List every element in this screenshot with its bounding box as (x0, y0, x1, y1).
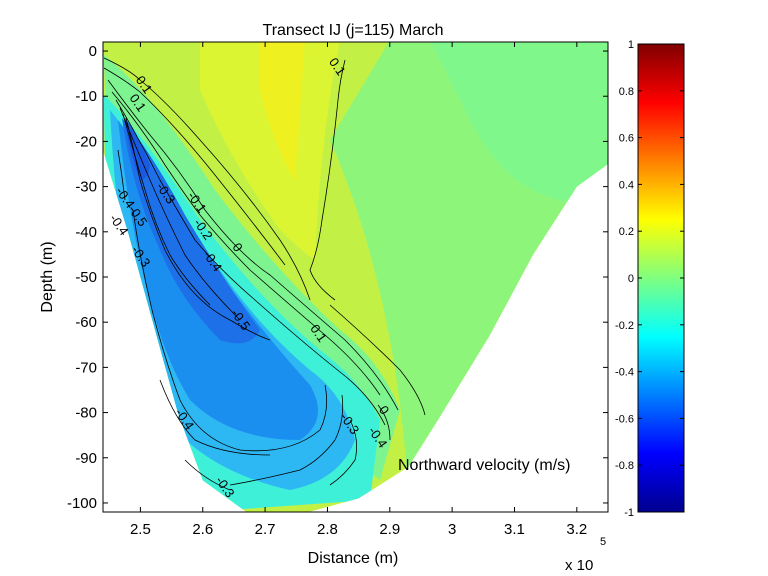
colorbar-tick-label: -0.4 (615, 367, 634, 379)
contour-line-neg-0.4-south (159, 379, 271, 456)
colorbar (637, 43, 685, 513)
chart-title: Transect IJ (j=115) March (263, 22, 444, 39)
contour-line-0.1-south (329, 304, 426, 416)
contour-line-neg-0.2-east (329, 419, 358, 486)
colorbar-ticks: 1 0.8 0.6 0.4 0.2 0 -0.2 -0.4 -0.6 -0.8 -1 (615, 39, 684, 519)
contour-line-neg-0.5 (125, 117, 271, 341)
field-yellow-core (200, 42, 340, 260)
y-axis-label: Depth (m) (39, 241, 56, 312)
contour-lines (103, 57, 426, 491)
y-tick-label: -70 (75, 359, 97, 376)
y-tick-label: -30 (75, 179, 97, 196)
y-tick-label: -10 (75, 88, 97, 105)
contour-line-neg-0.3-north (119, 107, 241, 321)
colorbar-tick-label: 0.2 (619, 226, 634, 238)
contour-line-neg-0.1 (111, 91, 381, 396)
contour-line-0.1-west (103, 57, 311, 301)
contour-line-neg-0.2 (115, 99, 386, 426)
field-core-blue (122, 118, 260, 344)
colorbar-tick-label: 0.6 (619, 133, 634, 145)
x-tick-label: 3.1 (504, 521, 525, 538)
x-tick-label: 3.2 (566, 521, 587, 538)
colorbar-tick-label: -0.6 (615, 413, 634, 425)
y-tick-label: -50 (75, 269, 97, 286)
x-exponent-label: x 10 (565, 557, 593, 574)
y-axis: 0 -10 -20 -30 -40 -50 -60 -70 -80 -90 -100 (67, 43, 608, 512)
field-yellow-peak (260, 42, 305, 180)
colorbar-tick-label: 1 (628, 39, 634, 51)
x-axis-label: Distance (m) (308, 550, 399, 567)
colorbar-tick-label: 0.8 (619, 86, 634, 98)
contour-line-0.1-central (309, 59, 346, 301)
y-tick-label: 0 (89, 43, 97, 60)
contour-line-0-east (377, 404, 391, 441)
y-tick-label: -60 (75, 314, 97, 331)
x-tick-label: 2.5 (130, 521, 151, 538)
colorbar-tick-label: -0.2 (615, 320, 634, 332)
velocity-field (103, 42, 608, 512)
contour-line-0.1-outer (103, 67, 286, 266)
colorbar-tick-label: 0 (628, 273, 634, 285)
x-axis: 2.5 2.6 2.7 2.8 2.9 3 3.1 3.2 (130, 42, 587, 538)
x-tick-label: 2.9 (379, 521, 400, 538)
y-tick-label: -80 (75, 405, 97, 422)
x-tick-label: 2.8 (317, 521, 338, 538)
field-east-edge (430, 42, 608, 204)
contour-line-neg-0.4-north (117, 149, 126, 201)
x-tick-label: 2.7 (255, 521, 276, 538)
contour-line-neg-0.3-southwest (184, 459, 231, 491)
y-tick-label: -90 (75, 450, 97, 467)
contour-line-neg-0.3-west (132, 209, 328, 452)
colorbar-tick-label: -1 (624, 507, 634, 519)
colorbar-tick-label: 0.4 (619, 179, 634, 191)
colorbar-tick-label: -0.8 (615, 460, 634, 472)
x-tick-label: 2.6 (192, 521, 213, 538)
y-tick-label: -20 (75, 133, 97, 150)
x-exponent-power: 5 (600, 536, 606, 548)
y-tick-label: -100 (67, 495, 97, 512)
chart-annotation: Northward velocity (m/s) (398, 457, 570, 474)
contour-line-neg-0.3-east (229, 394, 344, 486)
y-tick-label: -40 (75, 224, 97, 241)
contour-line-0 (107, 79, 399, 411)
x-tick-label: 3 (448, 521, 456, 538)
